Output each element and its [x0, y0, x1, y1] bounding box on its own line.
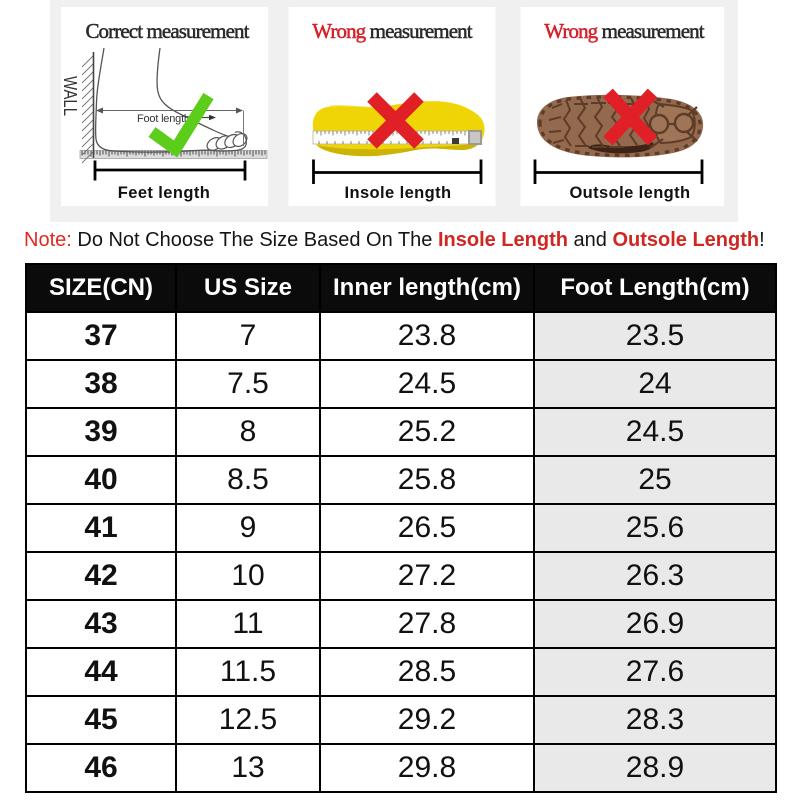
svg-text:WALL: WALL [60, 76, 80, 116]
svg-text:Outsole length: Outsole length [569, 184, 690, 202]
svg-text:Wrong measurement: Wrong measurement [544, 19, 704, 43]
svg-text:Feet length: Feet length [118, 184, 210, 202]
svg-text:Foot length: Foot length [137, 113, 190, 125]
svg-text:Wrong measurement: Wrong measurement [312, 19, 472, 43]
svg-text:Correct measurement: Correct measurement [85, 19, 249, 43]
svg-text:Insole length: Insole length [345, 184, 452, 202]
